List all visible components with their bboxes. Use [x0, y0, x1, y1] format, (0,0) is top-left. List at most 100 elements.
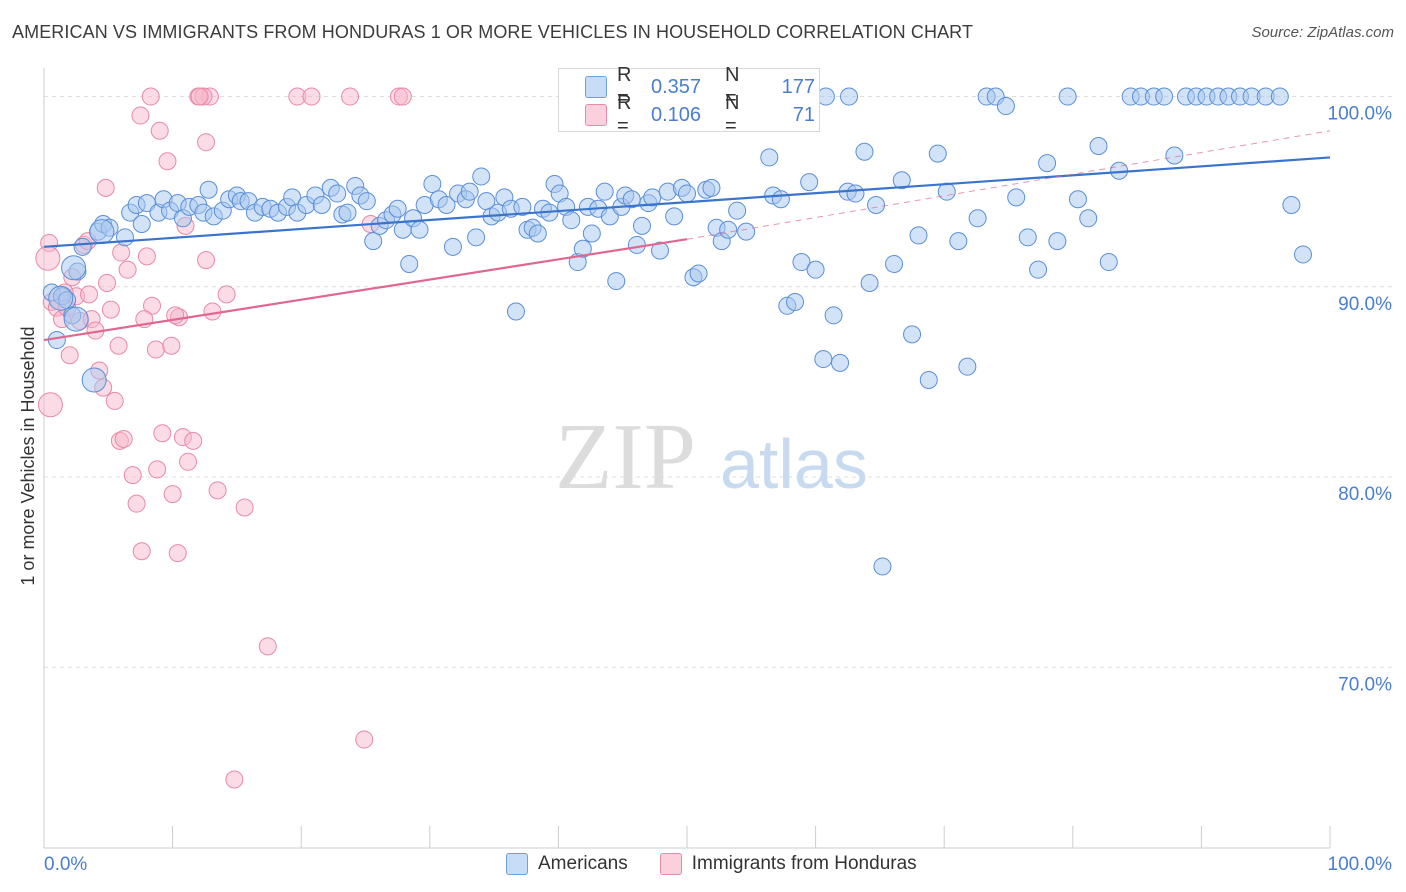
y-tick-label: 100.0%	[1328, 104, 1393, 125]
americans-point	[800, 173, 819, 192]
americans-point	[831, 353, 850, 372]
legend-swatch-honduras	[659, 853, 682, 875]
americans-point	[1079, 209, 1098, 228]
americans-point	[338, 203, 357, 222]
honduras-point	[98, 273, 117, 292]
americans-point	[903, 325, 922, 344]
series-honduras-points	[35, 87, 412, 789]
americans-point	[423, 175, 442, 194]
honduras-point	[208, 481, 227, 500]
americans-point	[665, 207, 684, 226]
americans-point	[958, 357, 977, 376]
honduras-point	[146, 340, 165, 359]
americans-point	[949, 232, 968, 251]
americans-point	[824, 306, 843, 325]
americans-point	[1282, 195, 1301, 214]
americans-point	[1038, 154, 1057, 173]
honduras-point	[127, 494, 146, 513]
honduras-point	[137, 247, 156, 266]
americans-point	[357, 192, 376, 211]
americans-point	[1165, 146, 1184, 165]
americans-point	[1270, 87, 1289, 106]
americans-point	[806, 260, 825, 279]
americans-point-large	[48, 285, 74, 311]
x-tick-label-left: 0.0%	[44, 854, 87, 875]
americans-point	[1007, 188, 1026, 207]
americans-point	[1029, 260, 1048, 279]
honduras-point	[163, 485, 182, 504]
honduras-point	[235, 498, 254, 517]
y-tick-label: 70.0%	[1338, 674, 1392, 695]
americans-point	[860, 273, 879, 292]
americans-point	[873, 557, 892, 576]
americans-point	[607, 272, 626, 291]
americans-point	[506, 302, 525, 321]
americans-point	[771, 190, 790, 209]
americans-point	[840, 87, 859, 106]
americans-point	[792, 253, 811, 272]
legend-item-americans[interactable]: Americans	[506, 853, 628, 875]
honduras-point	[225, 770, 244, 789]
stats-box: R = 0.357 N = 177 R = 0.106 N = 71	[558, 64, 820, 137]
honduras-point	[184, 431, 203, 450]
americans-point	[364, 232, 383, 251]
americans-point	[312, 195, 331, 214]
honduras-point	[203, 302, 222, 321]
americans-point	[650, 241, 669, 260]
series-americans-points	[42, 87, 1312, 576]
americans-point	[719, 220, 738, 239]
honduras-point	[355, 730, 374, 749]
stats-n-label: N =	[725, 92, 740, 137]
honduras-point	[197, 251, 216, 270]
honduras-point	[143, 296, 162, 315]
honduras-point	[150, 121, 169, 140]
americans-point	[1089, 137, 1108, 155]
source-credit: Source: ZipAtlas.com	[1251, 24, 1394, 41]
americans-point	[968, 209, 987, 228]
tick-labels: 100.0% 90.0% 80.0% 70.0% 0.0% 100.0%	[44, 104, 1392, 875]
legend-swatch-americans	[506, 853, 528, 875]
americans-point	[885, 254, 904, 273]
americans-point	[467, 228, 486, 247]
honduras-point	[162, 336, 181, 355]
chart-title: AMERICAN VS IMMIGRANTS FROM HONDURAS 1 O…	[12, 22, 974, 42]
honduras-point	[302, 87, 321, 106]
trendlines	[43, 130, 1331, 342]
honduras-point	[112, 243, 131, 262]
honduras-point	[153, 424, 172, 443]
americans-point	[328, 184, 347, 203]
honduras-point	[118, 260, 137, 279]
americans-point	[1018, 228, 1037, 247]
americans-point-large	[63, 306, 89, 332]
americans-point	[867, 195, 886, 214]
honduras-point	[148, 460, 167, 479]
americans-point	[737, 222, 756, 241]
y-tick-label: 80.0%	[1338, 484, 1392, 505]
watermark-zip: ZIP	[555, 405, 696, 509]
honduras-point	[258, 637, 277, 656]
stats-r-label: R =	[617, 92, 632, 137]
honduras-point-large	[37, 392, 63, 418]
americans-point	[786, 293, 805, 311]
stats-swatch-honduras	[585, 104, 607, 126]
watermark-atlas: atlas	[720, 425, 868, 503]
americans-point	[437, 195, 456, 214]
honduras-point	[197, 133, 216, 152]
honduras-point	[123, 466, 142, 485]
americans-point	[73, 237, 92, 256]
americans-point	[627, 235, 646, 254]
honduras-point	[101, 300, 120, 319]
americans-point-large	[81, 367, 107, 393]
legend-label-americans: Americans	[538, 853, 628, 874]
legend-item-honduras[interactable]: Immigrants from Honduras	[659, 853, 917, 875]
americans-point	[199, 180, 218, 199]
americans-point	[562, 211, 581, 230]
americans-point	[443, 237, 462, 256]
honduras-point	[168, 544, 187, 563]
americans-point	[460, 182, 479, 201]
y-axis-label: 1 or more Vehicles in Household	[18, 326, 38, 585]
americans-point	[137, 194, 156, 213]
axes	[43, 68, 1331, 849]
americans-point	[909, 226, 928, 245]
